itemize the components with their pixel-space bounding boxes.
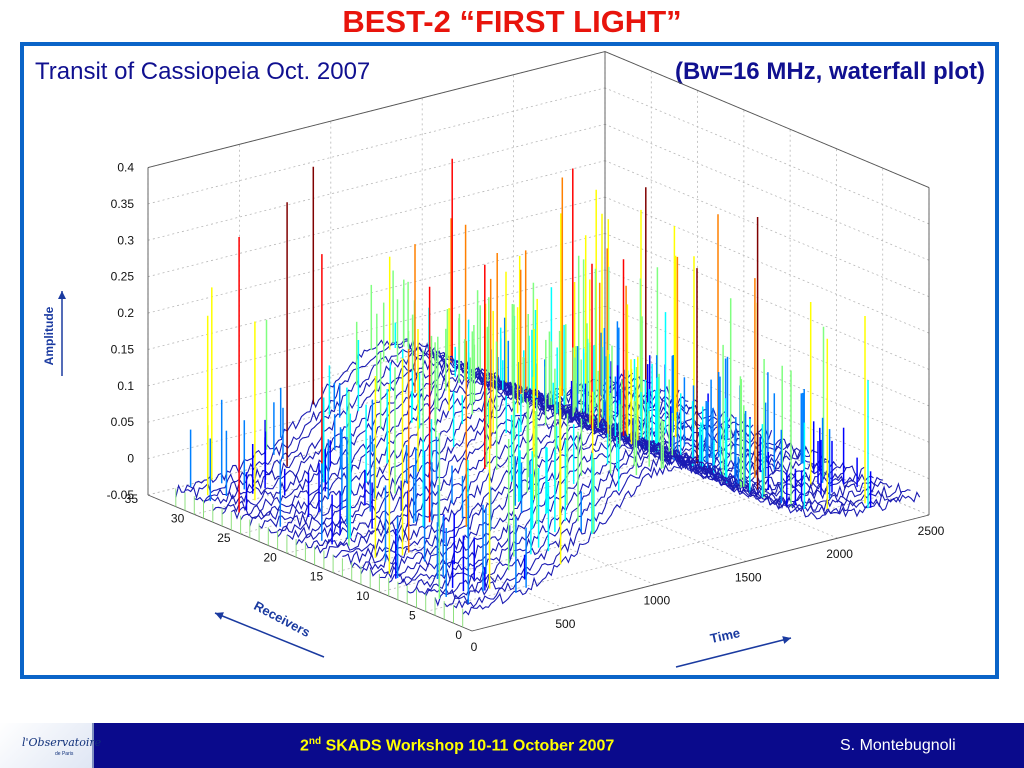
receiver-tick-label: 25	[217, 531, 231, 545]
grid-line	[147, 342, 606, 459]
axis-edge	[604, 51, 930, 188]
amplitude-label: Amplitude	[42, 306, 56, 365]
grid-line	[604, 160, 930, 298]
workshop-ordinal-suffix: nd	[308, 736, 322, 747]
grid-line	[147, 87, 606, 205]
grid-line	[604, 305, 930, 443]
trace-line	[453, 454, 911, 609]
slide-title: BEST-2 “FIRST LIGHT”	[342, 4, 682, 39]
grid-line	[147, 196, 606, 314]
arrow-head	[58, 291, 66, 299]
workshop-ordinal: 2	[300, 737, 309, 755]
time-tick-label: 1000	[643, 594, 670, 608]
z-tick-label: 0.3	[117, 233, 134, 247]
grid-line	[604, 87, 930, 225]
axis-edge	[471, 514, 930, 632]
trace-line	[425, 441, 883, 597]
z-tick-label: 0.15	[111, 342, 135, 356]
grid-line	[147, 233, 606, 350]
receiver-tick-label: 35	[125, 492, 139, 506]
z-tick-label: 0.25	[111, 270, 135, 284]
trace-line	[323, 399, 782, 559]
grid-line	[604, 196, 930, 334]
workshop-text: SKADS Workshop 10-11 October 2007	[321, 737, 615, 755]
chart-grid	[147, 51, 930, 632]
grid-line	[379, 475, 837, 593]
time-label: Time	[709, 625, 742, 646]
workshop-title: 2nd SKADS Workshop 10-11 October 2007	[300, 736, 614, 755]
axis-edge	[147, 51, 606, 168]
grid-line	[604, 269, 930, 407]
receiver-tick-label: 20	[264, 550, 278, 564]
logo-subtext: de Paris	[55, 751, 74, 757]
grid-line	[604, 342, 930, 479]
receiver-trace	[323, 187, 782, 559]
chart-frame: Transit of Cassiopeia Oct. 2007 (Bw=16 M…	[20, 42, 999, 679]
grid-line	[147, 160, 606, 278]
author-name: S. Montebugnoli	[840, 737, 956, 754]
logo-text: l'Observatoire	[22, 736, 102, 749]
z-tick-label: 0.35	[111, 197, 135, 211]
receiver-tick-label: 0	[455, 628, 462, 642]
receivers-arrow	[214, 612, 325, 658]
footer-bar: l'Observatoire de Paris 2nd SKADS Worksh…	[0, 723, 1024, 768]
trace-line	[416, 439, 874, 595]
receiver-trace	[425, 365, 883, 597]
trace-line	[443, 452, 902, 608]
receiver-trace	[314, 333, 773, 554]
grid-line	[425, 495, 883, 612]
arrow-head	[782, 636, 791, 644]
subtitle-right: (Bw=16 MHz, waterfall plot)	[674, 58, 985, 85]
grid-line	[422, 425, 747, 562]
receiver-tick-label: 15	[310, 570, 324, 584]
time-tick-label: 0	[471, 640, 478, 654]
arrow-shaft	[214, 612, 325, 658]
receiver-trace	[453, 268, 911, 609]
receiver-tick-label: 5	[409, 609, 416, 623]
receiver-trace	[388, 373, 847, 584]
time-tick-label: 1500	[735, 570, 762, 584]
receiver-trace	[462, 380, 921, 616]
time-tick-label: 2500	[918, 524, 945, 538]
waterfall-chart: -0.05 0 0.05 0.1 0.15 0.2 0.25 0.3 0.35 0.4 0 5 10 15…	[42, 51, 945, 668]
grid-line	[240, 417, 698, 535]
receivers-label: Receivers	[251, 598, 312, 640]
grid-line	[147, 378, 606, 496]
amplitude-arrow	[58, 291, 66, 376]
grid-line	[604, 123, 930, 261]
time-tick-label: 2000	[826, 547, 853, 561]
z-tick-label: 0.2	[117, 306, 134, 320]
trace-line	[462, 459, 921, 616]
z-tick-label: 0	[127, 452, 134, 466]
grid-line	[513, 401, 838, 539]
subtitle-left: Transit of Cassiopeia Oct. 2007	[35, 58, 371, 85]
time-arrow	[675, 636, 792, 668]
grid-line	[333, 456, 791, 574]
grid-line	[604, 233, 930, 370]
observatoire-logo: l'Observatoire de Paris	[0, 723, 101, 768]
z-tick-label: -0.05	[107, 488, 135, 502]
z-tick-label: 0.1	[117, 379, 134, 393]
receiver-tick-label: 30	[171, 511, 185, 525]
grid-line	[147, 123, 606, 241]
time-tick-label: 500	[555, 617, 575, 631]
receiver-tick-label: 10	[356, 589, 370, 603]
arrow-head	[215, 612, 224, 620]
z-tick-label: 0.4	[117, 161, 134, 175]
z-tick-label: 0.05	[111, 415, 135, 429]
grid-line	[330, 448, 655, 585]
waterfall-traces	[175, 158, 921, 628]
axis-edge	[147, 494, 473, 632]
trace-line	[286, 382, 745, 541]
arrow-shaft	[675, 637, 792, 668]
